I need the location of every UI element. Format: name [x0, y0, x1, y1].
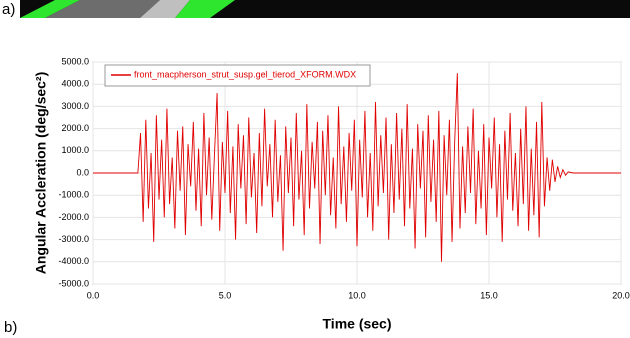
panel-label: a) — [2, 1, 15, 18]
x-tick-label: 20.0 — [612, 290, 630, 300]
y-tick-label: 4000.0 — [61, 79, 89, 89]
y-tick-label: -2000.0 — [58, 212, 89, 222]
x-tick-label: 15.0 — [480, 290, 498, 300]
chart: a) b) Time (sec) Angular Accleration (de… — [0, 0, 630, 338]
y-tick-label: -5000.0 — [58, 278, 89, 288]
y-tick-label: 0.0 — [76, 167, 89, 177]
figure: a) b) Time (sec) Angular Accleration (de… — [0, 0, 630, 338]
y-axis-title: Angular Accleration (deg/sec²) — [33, 72, 49, 275]
y-tick-label: -3000.0 — [58, 234, 89, 244]
legend-label: front_macpherson_strut_susp.gel_tierod_X… — [134, 69, 356, 79]
y-tick-label: -1000.0 — [58, 190, 89, 200]
y-tick-label: -4000.0 — [58, 256, 89, 266]
y-tick-label: 3000.0 — [61, 101, 89, 111]
y-tick-label: 1000.0 — [61, 145, 89, 155]
panel-label: b) — [4, 319, 17, 336]
image-strip — [20, 0, 630, 18]
y-tick-label: 5000.0 — [61, 56, 89, 66]
x-tick-label: 10.0 — [348, 290, 366, 300]
x-axis-title: Time (sec) — [323, 316, 392, 332]
y-tick-label: 2000.0 — [61, 123, 89, 133]
x-tick-label: 5.0 — [219, 290, 232, 300]
x-tick-label: 0.0 — [87, 290, 100, 300]
